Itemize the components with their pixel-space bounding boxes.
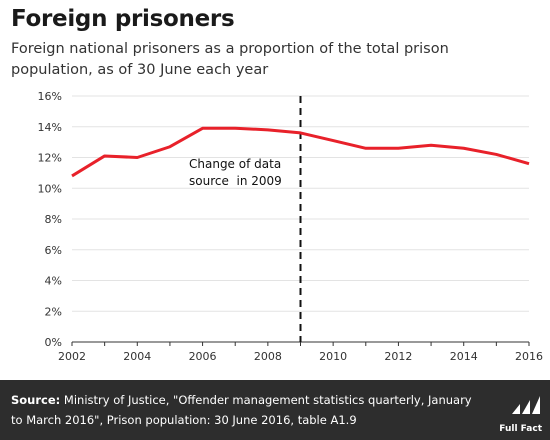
annotation-label: source in 2009 bbox=[189, 174, 282, 188]
y-tick-label: 6% bbox=[45, 244, 62, 257]
y-tick-label: 0% bbox=[45, 336, 62, 349]
x-tick-label: 2006 bbox=[189, 350, 217, 363]
x-tick-label: 2014 bbox=[450, 350, 478, 363]
chart-title: Foreign prisoners bbox=[11, 6, 235, 32]
x-tick-label: 2010 bbox=[319, 350, 347, 363]
y-tick-label: 8% bbox=[45, 213, 62, 226]
x-tick-label: 2008 bbox=[254, 350, 282, 363]
y-tick-label: 4% bbox=[45, 275, 62, 288]
source-text: Source: Ministry of Justice, "Offender m… bbox=[11, 390, 481, 430]
y-tick-label: 2% bbox=[45, 305, 62, 318]
full-fact-logo-icon bbox=[512, 396, 540, 414]
annotation-label: Change of data bbox=[189, 157, 281, 171]
y-tick-label: 12% bbox=[38, 152, 62, 165]
x-tick-label: 2012 bbox=[384, 350, 412, 363]
y-tick-label: 14% bbox=[38, 121, 62, 134]
y-tick-label: 10% bbox=[38, 182, 62, 195]
x-tick-label: 2004 bbox=[123, 350, 151, 363]
chart-subtitle: Foreign national prisoners as a proporti… bbox=[11, 41, 449, 78]
source-citation: Ministry of Justice, "Offender managemen… bbox=[11, 393, 472, 427]
x-tick-label: 2016 bbox=[515, 350, 543, 363]
y-tick-label: 16% bbox=[38, 90, 62, 103]
full-fact-logo-text: Full Fact bbox=[499, 424, 542, 434]
line-chart: 0% 2% 4% 6% 8% 10% 12% 14% 16% 2002 2004 2006 2008 20… bbox=[38, 90, 543, 363]
x-tick-label: 2002 bbox=[58, 350, 86, 363]
source-footer: Source: Ministry of Justice, "Offender m… bbox=[0, 380, 550, 440]
source-label: Source: bbox=[11, 393, 61, 407]
